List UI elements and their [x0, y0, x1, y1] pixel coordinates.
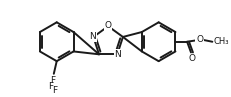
Text: N: N [114, 50, 121, 59]
Text: F: F [52, 86, 57, 95]
Text: O: O [196, 35, 203, 44]
Text: F: F [50, 76, 55, 85]
Text: CH₃: CH₃ [213, 37, 229, 46]
Text: O: O [188, 54, 195, 63]
Text: F: F [48, 82, 53, 91]
Text: O: O [105, 21, 112, 30]
Text: N: N [90, 32, 96, 41]
